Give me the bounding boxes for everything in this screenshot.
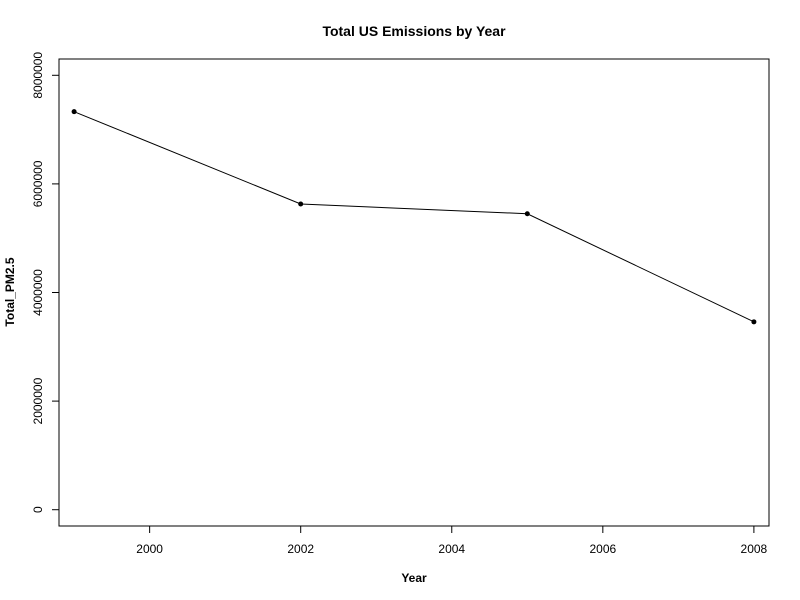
y-tick-label: 0 [31, 506, 45, 513]
series-line [73, 111, 755, 323]
data-point [524, 211, 530, 217]
x-axis: 2000 2002 2004 2006 2008 [136, 525, 768, 556]
plot-area-border [58, 58, 770, 527]
chart-title: Total US Emissions by Year [322, 23, 506, 39]
data-point [751, 319, 757, 325]
y-axis-label: Total_PM2.5 [3, 257, 17, 326]
y-tick-label: 4000000 [31, 269, 45, 316]
x-tick-label: 2002 [287, 542, 314, 556]
y-tick-label: 6000000 [31, 160, 45, 207]
x-tick-label: 2000 [136, 542, 163, 556]
x-tick-label: 2006 [589, 542, 616, 556]
x-axis-label: Year [401, 571, 427, 585]
series-layer [71, 109, 757, 325]
x-tick-label: 2004 [438, 542, 465, 556]
data-point [298, 201, 304, 207]
x-tick-label: 2008 [741, 542, 768, 556]
data-point [71, 109, 77, 115]
y-tick-label: 8000000 [31, 52, 45, 99]
y-axis: 0 2000000 4000000 6000000 8000000 [31, 52, 60, 513]
y-tick-label: 2000000 [31, 377, 45, 424]
